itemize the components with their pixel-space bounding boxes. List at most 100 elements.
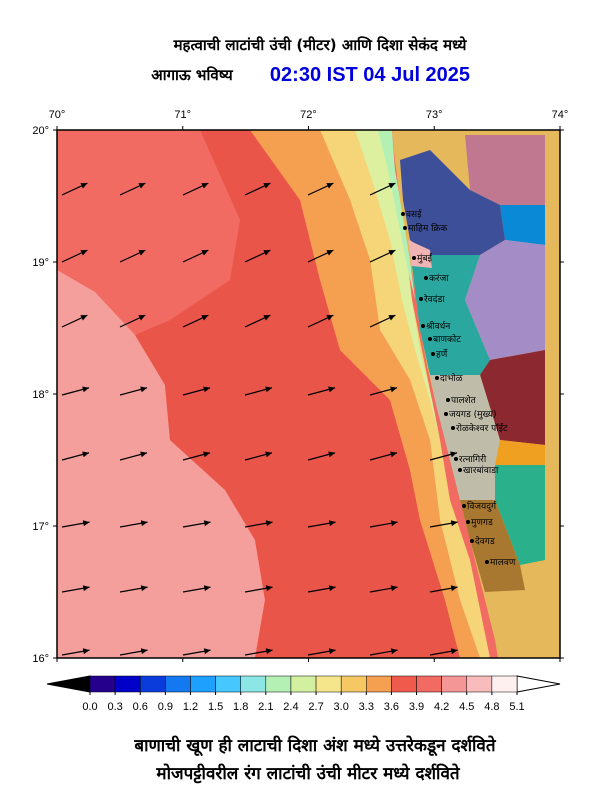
arrow	[61, 182, 88, 196]
colorbar-box	[240, 675, 267, 693]
arrow	[244, 249, 271, 263]
colorbar-box	[139, 675, 166, 693]
district	[400, 150, 505, 255]
district	[460, 500, 525, 592]
arrow-head	[263, 183, 271, 189]
place-label: दाभोळ	[440, 372, 463, 384]
arrow-head	[390, 451, 398, 458]
arrow	[182, 314, 209, 328]
place-dot	[454, 457, 458, 461]
district	[495, 465, 545, 565]
arrow-head	[80, 315, 88, 321]
wave-arrows	[61, 182, 458, 656]
arrow	[369, 386, 398, 396]
arrow-head	[450, 520, 458, 527]
arrow	[307, 648, 336, 656]
arrow	[244, 386, 273, 396]
district	[480, 350, 545, 445]
district	[495, 440, 545, 465]
colorbar-box	[491, 675, 518, 693]
place-label: देवगड	[475, 535, 495, 547]
arrow-head	[140, 520, 148, 527]
arrow-head	[140, 648, 148, 655]
arrow-head	[201, 315, 209, 321]
colorbar-box	[340, 675, 367, 693]
axes: 70° 71° 72° 73° 74° 20° 19° 18° 17° 16°	[32, 109, 568, 665]
place-dot	[451, 426, 455, 430]
arrow-head	[203, 648, 211, 655]
colorbar-label: 2.4	[283, 701, 298, 713]
colorbar: 0.0 0.3 0.6 0.9 1.2 1.5 1.8 2.1 2.4 2.7 3.0 3.3 3.6 3…	[46, 675, 561, 713]
forecast-time: 02:30 IST 04 Jul 2025	[270, 64, 470, 86]
arrow-head	[82, 386, 90, 393]
arrow-head	[82, 648, 90, 655]
arrow-head	[265, 386, 273, 393]
lat-label: 16°	[32, 653, 49, 665]
colorbar-box	[190, 675, 216, 693]
lat-label: 18°	[32, 389, 49, 401]
lon-label: 73°	[426, 109, 443, 121]
colorbar-box	[466, 675, 493, 693]
arrow-head	[326, 250, 334, 256]
colorbar-label: 3.9	[409, 701, 424, 713]
place-label: रोळकेश्वर पॉईंट	[456, 422, 508, 434]
colorbar-label: 0.0	[82, 701, 97, 713]
arrow	[182, 648, 211, 656]
footer-line: बाणाची खूण ही लाटाची दिशा अंश मध्ये उत्त…	[133, 735, 496, 757]
place-label: करंजा	[429, 273, 449, 284]
arrow	[429, 585, 458, 593]
place-dot	[435, 376, 439, 380]
place-label: बाणकोट	[433, 333, 461, 345]
place-dot	[485, 560, 489, 564]
place-dot	[428, 337, 432, 341]
colorbar-label: 4.8	[484, 701, 499, 713]
place-dot	[412, 256, 416, 260]
lon-label: 74°	[552, 109, 569, 121]
colorbar-box	[89, 675, 116, 693]
colorbar-under	[46, 675, 91, 693]
arrow-head	[388, 250, 396, 256]
colorbar-label: 3.0	[334, 701, 349, 713]
arrow	[61, 249, 88, 263]
footer-line: मोजपट्टीवरील रंग लाटांची उंची मीटर मध्ये…	[155, 763, 460, 784]
lat-label: 20°	[32, 125, 49, 137]
colorbar-label: 2.7	[308, 701, 323, 713]
colorbar-box	[114, 675, 141, 693]
place-label: रत्नागिरी	[459, 453, 487, 465]
arrow	[307, 520, 336, 528]
district	[465, 135, 545, 205]
arrow-head	[263, 250, 271, 256]
arrow	[244, 585, 273, 593]
colorbar-label: 4.2	[434, 701, 449, 713]
lat-label: 17°	[32, 521, 49, 533]
arrow	[244, 520, 273, 528]
place-dot	[431, 352, 435, 356]
arrow-head	[265, 648, 273, 655]
colorbar-label: 4.5	[459, 701, 474, 713]
arrow-head	[388, 183, 396, 189]
place-dot	[470, 539, 474, 543]
arrow	[182, 451, 211, 461]
arrow	[369, 182, 396, 196]
arrow	[429, 648, 458, 656]
place-dot	[403, 226, 407, 230]
place-label: मुणगड	[471, 518, 493, 528]
arrow-head	[265, 520, 273, 527]
arrow	[429, 451, 458, 461]
lon-label: 70°	[49, 109, 66, 121]
arrow-head	[390, 648, 398, 655]
arrow-head	[203, 520, 211, 527]
district	[408, 240, 432, 268]
colorbar-label: 0.3	[107, 701, 122, 713]
contour	[320, 130, 490, 658]
arrow-head	[390, 386, 398, 393]
place-label: श्रीवर्धन	[426, 320, 451, 332]
arrow-head	[82, 451, 90, 458]
arrow	[244, 182, 271, 196]
arrow	[119, 386, 148, 396]
arrow	[61, 520, 90, 528]
arrow-head	[263, 315, 271, 321]
arrow	[119, 585, 148, 593]
arrow-head	[328, 585, 336, 592]
arrow	[369, 520, 398, 528]
